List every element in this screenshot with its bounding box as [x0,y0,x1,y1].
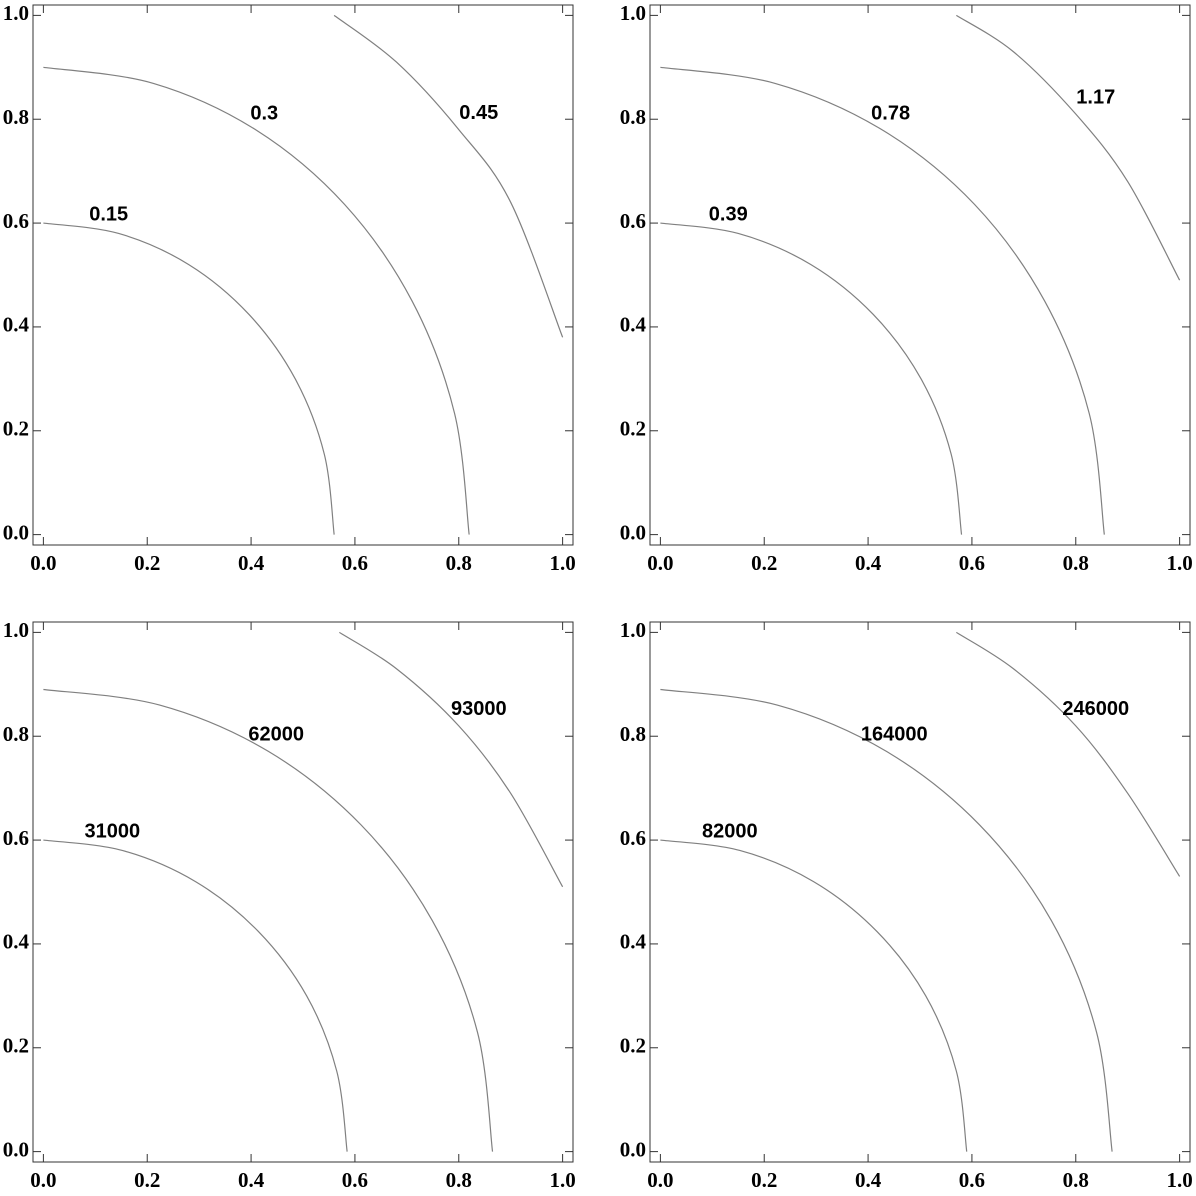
contour-label: 164000 [861,724,928,746]
x-tick-label: 0.2 [134,551,160,575]
y-tick-label: 1.0 [620,1,646,25]
x-tick-label: 0.8 [1063,1168,1089,1192]
y-tick-label: 1.0 [620,618,646,642]
contour-line [660,839,968,1152]
contour-line [43,222,335,535]
y-tick-label: 0.4 [620,313,647,337]
contour-label: 62000 [248,724,304,746]
y-tick-label: 0.2 [3,1034,29,1058]
y-tick-label: 0.8 [620,722,646,746]
x-tick-label: 0.2 [751,551,777,575]
x-tick-label: 0.0 [647,551,673,575]
x-tick-label: 0.0 [30,1168,56,1192]
x-tick-label: 0.0 [30,551,56,575]
y-tick-label: 0.2 [3,417,29,441]
contour-label: 0.78 [871,102,910,124]
y-tick-label: 0.6 [3,209,29,233]
y-tick-label: 0.2 [620,1034,646,1058]
y-tick-label: 1.0 [3,1,29,25]
y-tick-label: 0.4 [3,313,30,337]
contour-line [339,631,564,888]
contour-label: 0.3 [250,102,278,124]
x-tick-label: 1.0 [1166,551,1192,575]
panel: 0.0 0.2 0.4 0.6 0.8 1.0 0.0 0.2 0.4 0.6 0.8 1.0 8200… [620,618,1193,1192]
contour-label: 0.39 [709,204,748,226]
x-tick-label: 0.8 [446,1168,472,1192]
contour-label: 1.17 [1076,86,1115,108]
x-tick-label: 0.4 [238,551,265,575]
x-tick-label: 0.2 [134,1168,160,1192]
contour-line [43,66,470,535]
plot-frame [32,621,574,1163]
y-tick-label: 0.4 [3,930,30,954]
plot-frame [32,4,574,546]
x-tick-label: 0.2 [751,1168,777,1192]
y-tick-label: 0.6 [620,209,646,233]
y-tick-label: 0.2 [620,417,646,441]
plot-frame [649,621,1191,1163]
contour-line [660,222,963,535]
contour-line [660,66,1105,535]
contour-line [43,688,494,1152]
y-tick-label: 0.0 [620,520,646,544]
x-tick-label: 0.6 [342,1168,368,1192]
y-tick-label: 0.8 [3,105,29,129]
x-tick-label: 0.6 [342,551,368,575]
y-tick-label: 0.0 [3,520,29,544]
panel: 0.0 0.2 0.4 0.6 0.8 1.0 0.0 0.2 0.4 0.6 0.8 1.0 0.15… [3,1,576,575]
x-tick-label: 0.4 [855,1168,882,1192]
x-tick-label: 0.4 [238,1168,265,1192]
x-tick-label: 0.0 [647,1168,673,1192]
x-tick-label: 0.6 [959,1168,985,1192]
x-tick-label: 0.8 [446,551,472,575]
contour-label: 93000 [451,698,507,720]
x-tick-label: 0.6 [959,551,985,575]
plot-frame [649,4,1191,546]
x-tick-label: 1.0 [549,551,575,575]
y-tick-label: 0.0 [620,1137,646,1161]
y-tick-label: 0.8 [3,722,29,746]
panel: 0.0 0.2 0.4 0.6 0.8 1.0 0.0 0.2 0.4 0.6 0.8 1.0 0.39… [620,1,1193,575]
y-tick-label: 1.0 [3,618,29,642]
x-tick-label: 0.8 [1063,551,1089,575]
contour-line [956,14,1181,281]
contour-line [43,839,348,1152]
x-tick-label: 1.0 [549,1168,575,1192]
contour-label: 0.45 [459,102,498,124]
contour-line [660,688,1113,1152]
contour-label: 31000 [84,821,140,843]
contour-label: 246000 [1062,698,1129,720]
contour-line [333,14,564,338]
y-tick-label: 0.6 [3,826,29,850]
y-tick-label: 0.6 [620,826,646,850]
contour-line [956,631,1181,877]
y-tick-label: 0.0 [3,1137,29,1161]
contour-label: 0.15 [89,204,128,226]
x-tick-label: 0.4 [855,551,882,575]
y-tick-label: 0.8 [620,105,646,129]
panel: 0.0 0.2 0.4 0.6 0.8 1.0 0.0 0.2 0.4 0.6 0.8 1.0 3100… [3,618,576,1192]
x-tick-label: 1.0 [1166,1168,1192,1192]
contour-label: 82000 [702,821,758,843]
y-tick-label: 0.4 [620,930,647,954]
